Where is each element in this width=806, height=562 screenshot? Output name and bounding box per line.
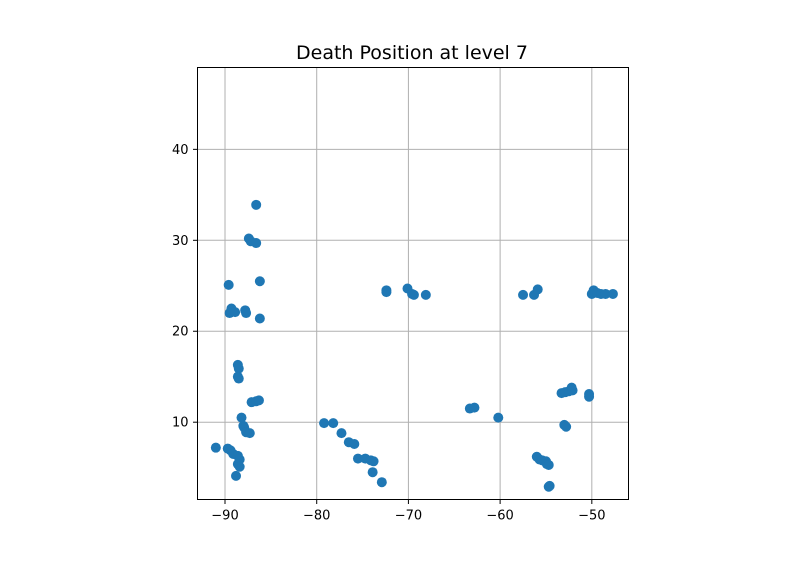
data-point [408,289,419,300]
x-tick-label: −80 [303,509,330,524]
x-tick-label: −60 [486,509,513,524]
data-point [543,481,554,492]
data-point [210,442,221,453]
data-point [567,385,578,396]
data-point [231,470,242,481]
x-tick-label: −50 [578,509,605,524]
data-point [376,477,387,488]
data-point [352,453,363,464]
data-point [420,289,431,300]
data-point [236,412,247,423]
data-point [319,418,330,429]
data-point [251,238,262,249]
data-point [233,373,244,384]
data-point [244,428,255,439]
y-axis: 10 20 30 40 [172,143,198,431]
data-point [368,456,379,467]
data-point [381,287,392,298]
y-tick-label: 30 [172,234,189,249]
data-point [241,308,252,319]
data-point [233,363,244,374]
data-point [607,288,618,299]
data-points [210,199,618,492]
x-axis: −90 −80 −70 −60 −50 [211,499,606,524]
data-point [254,313,265,324]
x-tick-label: −90 [211,509,238,524]
data-point [254,276,265,287]
data-point [561,421,572,432]
data-point [584,391,595,402]
data-point [230,307,241,318]
data-point [234,461,245,472]
data-point [336,428,347,439]
data-point [543,459,554,470]
data-point [251,199,262,210]
plot-frame [197,67,629,500]
data-point [532,284,543,295]
y-tick-label: 10 [172,416,189,431]
y-tick-label: 40 [172,143,189,158]
grid-lines [197,67,629,500]
x-tick-label: −70 [395,509,422,524]
data-point [518,289,529,300]
data-point [349,439,360,450]
data-point [493,412,504,423]
data-point [600,288,611,299]
data-point [223,279,234,290]
y-tick-label: 20 [172,325,189,340]
chart-title: Death Position at level 7 [296,42,528,64]
data-point [367,467,378,478]
data-point [328,418,339,429]
data-point [253,395,264,406]
data-point [469,402,480,413]
